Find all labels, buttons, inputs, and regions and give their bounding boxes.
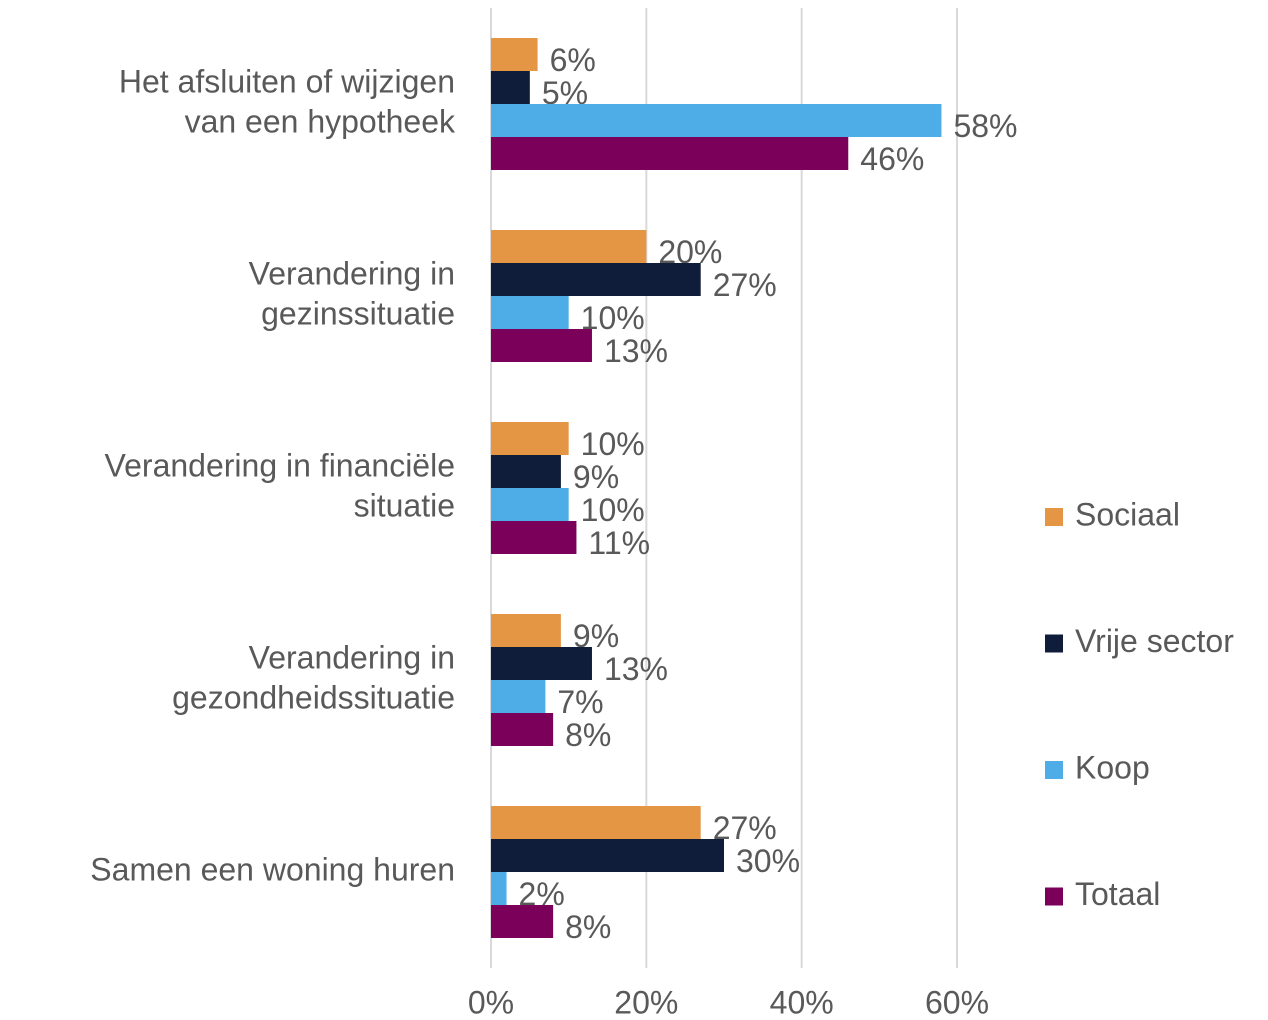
bar	[491, 422, 569, 455]
legend-swatch	[1045, 634, 1063, 653]
bar	[491, 839, 724, 872]
legend-label: Koop	[1075, 749, 1150, 785]
category-label: Verandering in	[249, 255, 455, 291]
category-label: Verandering in	[249, 639, 455, 675]
x-tick-label: 60%	[925, 984, 989, 1020]
category-label: van een hypotheek	[185, 103, 456, 139]
legend-swatch	[1045, 761, 1063, 779]
category-label: Samen een woning huren	[90, 851, 455, 887]
bar	[491, 488, 569, 521]
legend-swatch	[1045, 887, 1063, 906]
x-tick-label: 0%	[468, 984, 514, 1020]
data-label: 9%	[573, 459, 619, 495]
bar	[491, 806, 701, 839]
data-label: 10%	[581, 492, 645, 528]
legend-label: Totaal	[1075, 876, 1160, 912]
category-label: gezinssituatie	[261, 295, 455, 331]
bar	[491, 329, 592, 362]
bar	[491, 905, 554, 938]
category-label: situatie	[354, 487, 455, 523]
bar	[491, 614, 561, 647]
category-label: gezondheidssituatie	[172, 679, 455, 715]
data-label: 6%	[550, 42, 596, 78]
category-label: Het afsluiten of wijzigen	[119, 63, 455, 99]
bar	[491, 647, 592, 680]
bar	[491, 71, 530, 104]
bar	[491, 872, 507, 905]
bar	[491, 263, 701, 296]
bar	[491, 713, 554, 746]
data-label: 27%	[713, 267, 777, 303]
data-label: 58%	[953, 108, 1017, 144]
x-tick-label: 40%	[770, 984, 834, 1020]
data-label: 8%	[565, 717, 611, 753]
bar	[491, 38, 538, 71]
bar	[491, 521, 577, 554]
data-label: 7%	[557, 684, 603, 720]
data-label: 13%	[604, 333, 668, 369]
x-tick-label: 20%	[614, 984, 678, 1020]
legend-label: Sociaal	[1075, 496, 1180, 532]
bar	[491, 137, 849, 170]
data-label: 46%	[860, 141, 924, 177]
data-label: 11%	[588, 525, 650, 561]
legend-swatch	[1045, 508, 1063, 526]
data-label: 8%	[565, 909, 611, 945]
data-label: 10%	[581, 426, 645, 462]
bar	[491, 104, 942, 137]
data-label: 13%	[604, 651, 668, 687]
bar	[491, 455, 561, 488]
category-label: Verandering in financiële	[105, 447, 455, 483]
bar	[491, 680, 546, 713]
bar	[491, 230, 647, 263]
legend-label: Vrije sector	[1075, 623, 1234, 659]
bar	[491, 296, 569, 329]
data-label: 30%	[736, 843, 800, 879]
